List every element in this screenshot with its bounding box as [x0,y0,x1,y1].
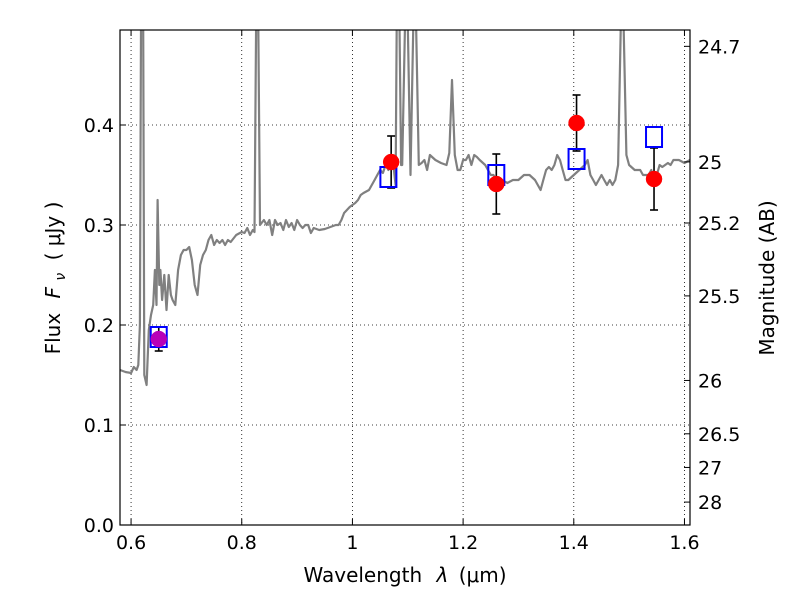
y-axis-label: Flux [41,313,65,355]
observed-point [488,175,505,193]
y-tick-label: 0.2 [84,315,114,337]
axis-ticks: 0.6 0.8 1 1.2 1.4 1.6 0.0 0.1 0.2 0.3 0.4 24.7 25 25.… [84,30,740,554]
y-tick-label: 0.3 [84,215,114,237]
grid-lines [120,30,690,525]
x-tick-label: 1 [346,532,358,554]
model-point [645,126,664,148]
x-tick-label: 1.6 [669,532,699,554]
x-axis-symbol: λ [436,563,449,587]
magnitude-tick-label: 25.2 [698,213,740,235]
observed-photometry-series [150,114,663,348]
x-tick-label: 1.4 [559,532,589,554]
y-axis-subscript: ν [53,273,69,281]
magnitude-tick-label: 28 [698,492,722,514]
magnitude-tick-label: 25.5 [698,286,740,308]
y-axis-symbol: F [41,286,65,298]
observed-point [645,170,663,188]
magnitude-tick-label: 26.5 [698,424,740,446]
y-tick-label: 0.1 [84,415,114,437]
spectrum-series [120,30,690,387]
y-tick-label: 0.4 [84,115,114,137]
x-axis-unit: (μm) [459,563,507,587]
magnitude-tick-label: 25 [698,152,722,174]
magnitude-tick-label: 26 [698,370,722,392]
y-tick-label: 0.0 [84,515,114,537]
x-axis-label: Wavelength [303,563,422,587]
magnitude-tick-label: 24.7 [698,36,740,58]
x-tick-label: 0.6 [116,532,146,554]
right-axis-title: Magnitude (AB) [755,200,779,355]
model-photometry-series [149,126,664,348]
spectrum-line [120,30,690,387]
error-bars [154,94,659,352]
model-point [567,148,586,170]
observed-point [568,114,585,132]
x-tick-label: 0.8 [227,532,257,554]
x-axis-title: Wavelength λ (μm) [303,563,506,587]
x-tick-label: 1.2 [448,532,478,554]
magnitude-tick-label: 27 [698,457,722,479]
plot-frame [119,29,691,526]
y-axis-title: Flux F ν ( μJy ) [41,202,70,355]
observed-point [150,330,167,348]
y-axis-unit: ( μJy ) [41,202,65,261]
observed-point [382,153,400,171]
